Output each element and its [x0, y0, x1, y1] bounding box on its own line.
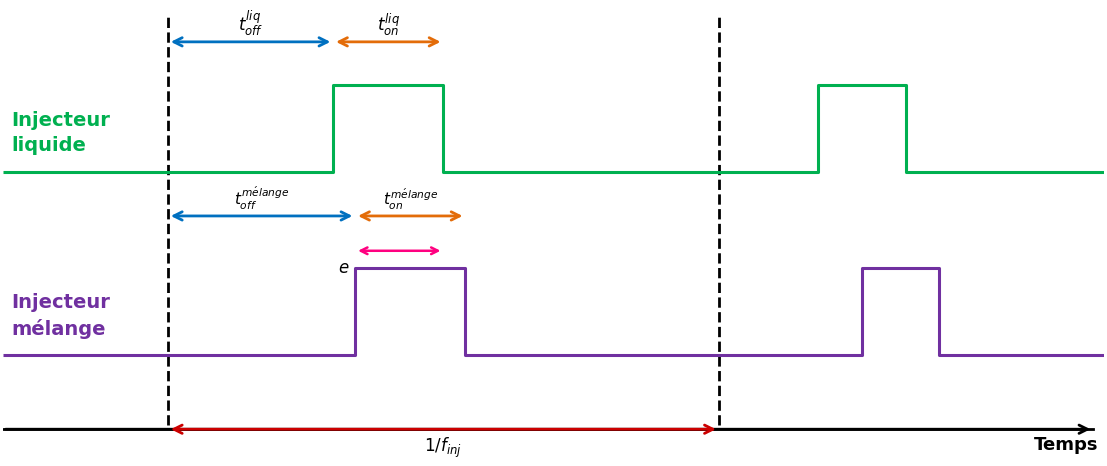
- Text: $1/f_{inj}$: $1/f_{inj}$: [424, 436, 463, 460]
- Text: Injecteur
liquide: Injecteur liquide: [11, 111, 111, 155]
- Text: $t_{off}^{liq}$: $t_{off}^{liq}$: [238, 8, 263, 37]
- Text: $t_{on}^{m\acute{e}lange}$: $t_{on}^{m\acute{e}lange}$: [383, 186, 438, 212]
- Text: $e$: $e$: [339, 260, 350, 277]
- Text: $t_{on}^{liq}$: $t_{on}^{liq}$: [376, 11, 400, 37]
- Text: Temps: Temps: [1034, 436, 1099, 454]
- Text: $t_{off}^{m\acute{e}lange}$: $t_{off}^{m\acute{e}lange}$: [234, 185, 289, 212]
- Text: Injecteur
mélange: Injecteur mélange: [11, 294, 111, 339]
